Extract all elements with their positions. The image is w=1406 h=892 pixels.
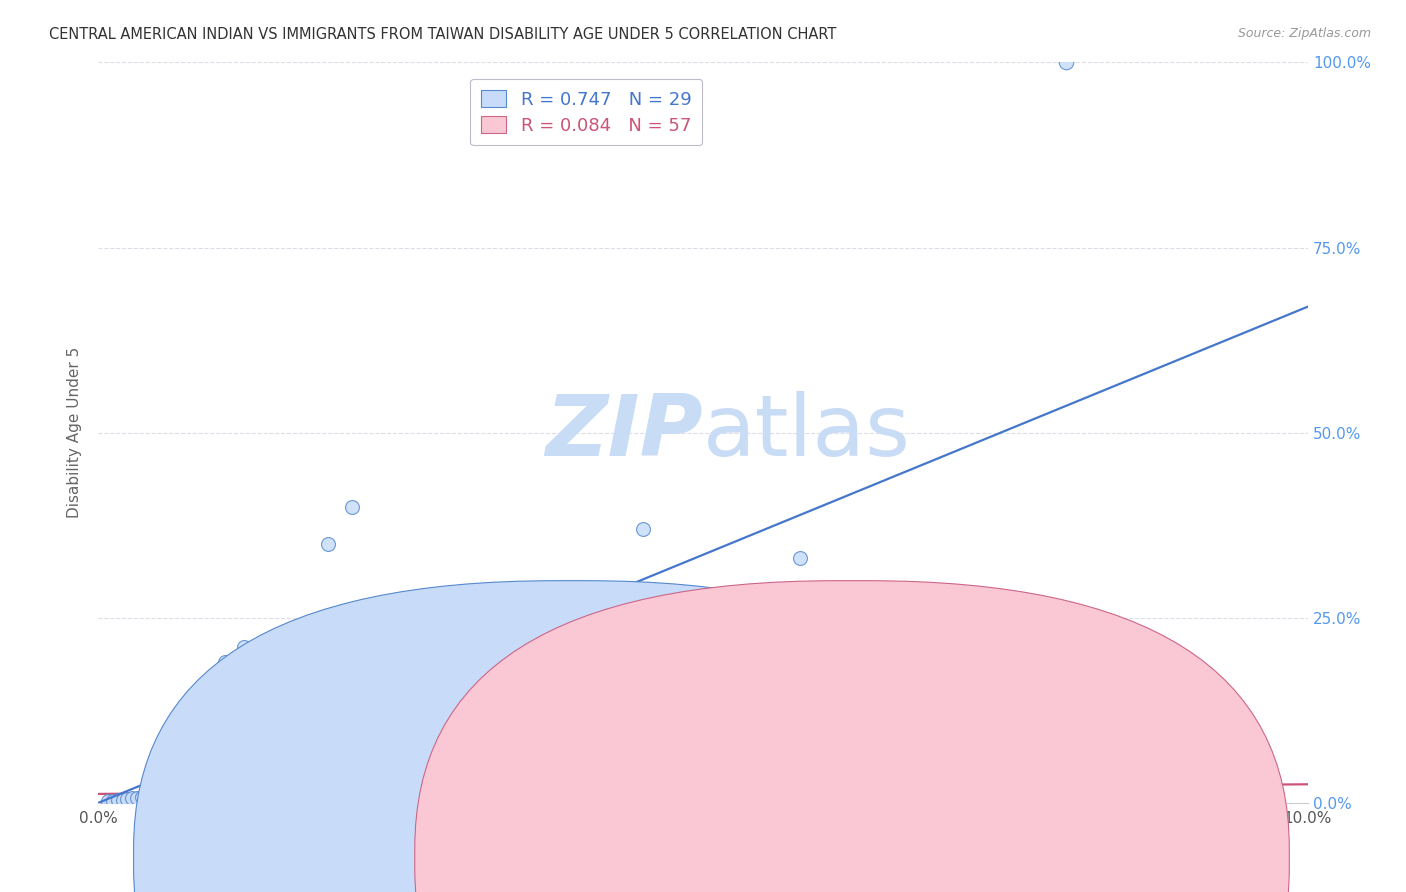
Point (172, 758, 194, 772)
Point (160, 777, 183, 791)
Point (232, 792, 254, 806)
Point (184, 729, 207, 743)
Point (105, 794, 128, 808)
Point (190, 791, 212, 805)
Point (873, 792, 896, 806)
Point (571, 792, 593, 806)
Point (329, 792, 352, 806)
Point (179, 792, 201, 806)
Point (1152, 792, 1174, 806)
Text: Immigrants from Taiwan: Immigrants from Taiwan (875, 851, 1060, 865)
Point (1054, 792, 1077, 806)
Point (1175, 792, 1198, 806)
Point (127, 790, 149, 805)
Point (214, 655, 236, 669)
Point (166, 770, 188, 784)
Point (121, 791, 143, 805)
Legend: R = 0.747   N = 29, R = 0.084   N = 57: R = 0.747 N = 29, R = 0.084 N = 57 (470, 78, 703, 145)
Point (510, 792, 533, 806)
Point (450, 792, 472, 806)
Point (631, 791, 654, 805)
Point (910, 792, 932, 806)
Point (221, 791, 243, 805)
Point (141, 789, 163, 803)
Point (135, 792, 157, 806)
Point (789, 792, 811, 806)
Point (148, 792, 170, 806)
Point (184, 792, 207, 806)
Point (160, 792, 183, 806)
Point (1054, 55, 1077, 70)
Point (281, 792, 304, 806)
Point (142, 793, 165, 807)
Point (547, 792, 569, 806)
Point (117, 792, 139, 806)
Point (934, 791, 956, 805)
Point (100, 794, 122, 808)
Point (166, 792, 188, 806)
Text: atlas: atlas (703, 391, 911, 475)
Point (1031, 792, 1053, 806)
Point (752, 792, 775, 806)
Text: Central American Indians: Central American Indians (593, 851, 787, 865)
Point (118, 793, 141, 807)
Point (692, 792, 714, 806)
Point (1115, 792, 1137, 806)
Point (631, 522, 654, 536)
Point (202, 792, 225, 806)
Point (124, 793, 146, 807)
Point (384, 692, 406, 706)
Point (571, 792, 593, 806)
Point (202, 685, 225, 699)
Point (131, 789, 153, 804)
Point (172, 792, 194, 806)
Point (292, 791, 315, 805)
Point (150, 785, 173, 799)
Point (994, 792, 1017, 806)
Point (155, 780, 177, 795)
Point (668, 792, 690, 806)
Point (305, 792, 328, 806)
Point (292, 632, 315, 647)
Point (145, 787, 167, 801)
Point (194, 706, 217, 721)
Point (800, 792, 823, 806)
Point (269, 791, 291, 805)
Point (263, 648, 285, 662)
Point (342, 500, 364, 514)
Point (195, 791, 218, 805)
Point (101, 794, 124, 808)
Point (111, 793, 134, 807)
Point (353, 792, 375, 806)
Point (153, 792, 176, 806)
Point (129, 792, 152, 806)
Text: CENTRAL AMERICAN INDIAN VS IMMIGRANTS FROM TAIWAN DISABILITY AGE UNDER 5 CORRELA: CENTRAL AMERICAN INDIAN VS IMMIGRANTS FR… (49, 27, 837, 42)
Point (107, 793, 129, 807)
Point (111, 794, 134, 808)
Point (97, 794, 120, 808)
Y-axis label: Disability Age Under 5: Disability Age Under 5 (67, 347, 83, 518)
Point (474, 791, 496, 805)
Text: Source: ZipAtlas.com: Source: ZipAtlas.com (1237, 27, 1371, 40)
Point (389, 692, 412, 706)
Point (179, 744, 201, 758)
Point (208, 791, 231, 805)
Point (245, 791, 267, 805)
Point (860, 792, 883, 806)
Point (957, 792, 980, 806)
Point (389, 792, 412, 806)
Point (825, 792, 848, 806)
Point (316, 536, 339, 550)
Point (413, 792, 436, 806)
Text: ZIP: ZIP (546, 391, 703, 475)
Point (232, 640, 254, 655)
Point (135, 789, 157, 804)
Point (752, 792, 775, 806)
Point (256, 792, 278, 806)
Point (789, 551, 811, 566)
